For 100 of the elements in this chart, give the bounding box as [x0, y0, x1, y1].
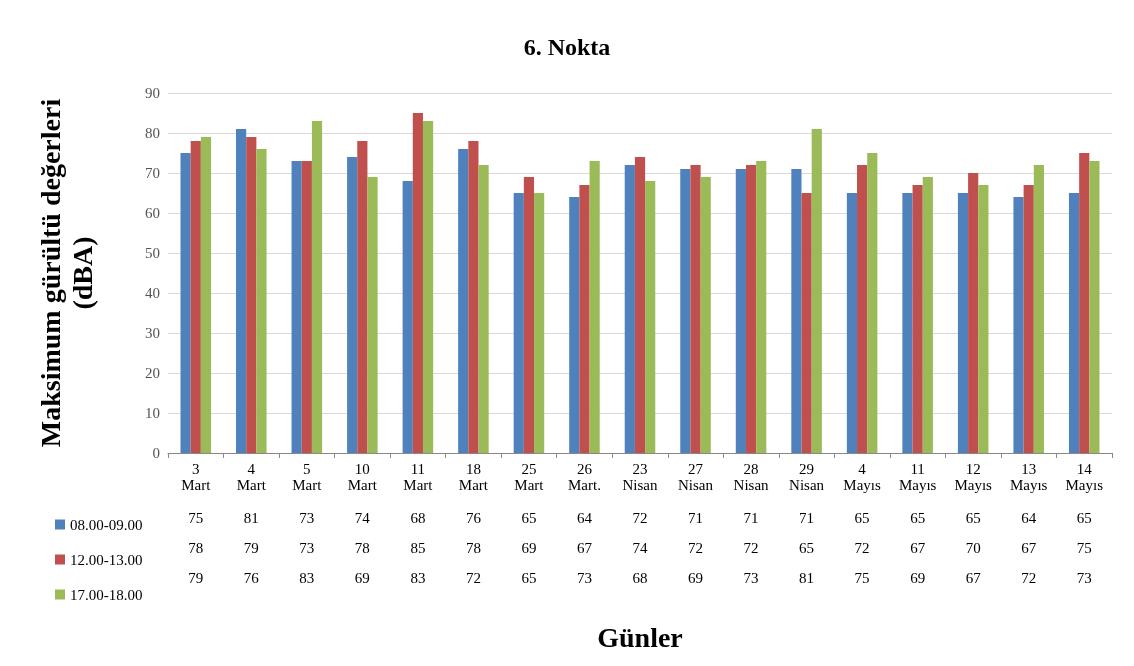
legend-label: 12.00-13.00 [70, 551, 143, 568]
data-label: 65 [521, 510, 537, 526]
bar [1079, 153, 1090, 453]
x-tick-label: 5 Mart [292, 461, 323, 493]
x-tick-label: 4 Mayıs [843, 461, 882, 493]
x-tick-label: 23 Nisan [622, 461, 658, 493]
data-label: 69 [688, 570, 704, 586]
data-label: 71 [743, 510, 759, 526]
bar [978, 185, 989, 453]
x-tick-label: 27 Nisan [678, 461, 714, 493]
bar [700, 177, 711, 453]
bar [180, 153, 191, 453]
x-tick-label: 3 Mart [181, 461, 212, 493]
bar [256, 149, 267, 453]
x-axis-title: Günler [597, 621, 683, 653]
bar [857, 165, 868, 453]
data-label: 68 [632, 570, 648, 586]
bar [468, 141, 479, 453]
y-tick-label: 80 [145, 125, 160, 141]
bar [478, 165, 489, 453]
y-tick-label: 20 [145, 365, 160, 381]
data-label: 78 [188, 540, 204, 556]
bar [1033, 165, 1044, 453]
bar [236, 129, 247, 453]
data-label: 67 [1021, 540, 1037, 556]
bar [801, 193, 812, 453]
data-label: 69 [910, 570, 926, 586]
bar [291, 161, 302, 453]
data-label: 72 [1021, 570, 1037, 586]
bar [645, 181, 656, 453]
x-tick-label: 29 Nisan [789, 461, 825, 493]
bar [1089, 161, 1100, 453]
data-label: 68 [410, 510, 426, 526]
bar [1068, 193, 1080, 453]
data-label: 74 [354, 510, 371, 526]
y-tick-label: 40 [145, 285, 160, 301]
bar [513, 193, 524, 453]
data-label: 71 [688, 510, 704, 526]
bar [402, 181, 413, 453]
bar [791, 169, 802, 453]
data-label: 64 [576, 510, 593, 526]
bar [1013, 197, 1024, 453]
x-tick-label: 26 Mart. [568, 461, 601, 493]
data-label: 72 [465, 570, 481, 586]
legend-label: 08.00-09.00 [70, 516, 143, 533]
data-label: 74 [632, 540, 648, 556]
data-label: 69 [354, 570, 370, 586]
bar [579, 185, 590, 453]
bar [745, 165, 757, 453]
y-tick-label: 10 [145, 405, 160, 421]
bar [367, 177, 378, 453]
bar [200, 137, 212, 453]
data-label: 75 [188, 510, 204, 526]
data-label: 72 [632, 510, 648, 526]
bar [412, 113, 423, 453]
data-label: 79 [188, 570, 204, 586]
bar [311, 121, 323, 453]
data-label: 67 [910, 540, 926, 556]
data-label: 69 [521, 540, 537, 556]
bar [589, 161, 600, 453]
data-label: 73 [299, 540, 315, 556]
bar [867, 153, 878, 453]
data-label: 73 [743, 570, 759, 586]
x-tick-label: 4 Mart [236, 461, 267, 493]
y-tick-label: 70 [145, 165, 160, 181]
data-label: 65 [1076, 510, 1092, 526]
bar [846, 193, 858, 453]
bar [301, 161, 312, 453]
bar [523, 177, 535, 453]
x-tick-label: 18 Mart [458, 461, 489, 493]
bar [357, 141, 368, 453]
x-tick-label: 10 Mart [347, 461, 378, 493]
bar [347, 157, 358, 453]
y-tick-label: 60 [145, 205, 160, 221]
x-tick-label: 25 Mart [514, 461, 545, 493]
bar [922, 177, 933, 453]
bar [246, 137, 257, 453]
data-label: 81 [799, 570, 815, 586]
data-label: 83 [410, 570, 426, 586]
y-tick-label: 90 [145, 85, 160, 101]
data-label: 73 [299, 510, 315, 526]
data-label: 72 [743, 540, 759, 556]
bar [811, 129, 822, 453]
bar [458, 149, 469, 453]
y-tick-label: 0 [152, 445, 160, 461]
bar [422, 121, 434, 453]
chart-title: 6. Nokta [523, 34, 611, 60]
data-label: 79 [243, 540, 259, 556]
data-label: 64 [1021, 510, 1037, 526]
x-tick-label: 13 Mayıs [1009, 461, 1048, 493]
y-axis-title: Maksimum gürültü değerleri (dBA) [34, 98, 98, 448]
data-label: 65 [521, 570, 537, 586]
data-label: 73 [1076, 570, 1092, 586]
x-tick-label: 14 Mayıs [1065, 461, 1104, 493]
bar [569, 197, 580, 453]
data-label: 72 [688, 540, 704, 556]
legend-label: 17.00-18.00 [70, 586, 143, 603]
bar [902, 193, 913, 453]
bar [680, 169, 691, 453]
data-label: 71 [799, 510, 815, 526]
